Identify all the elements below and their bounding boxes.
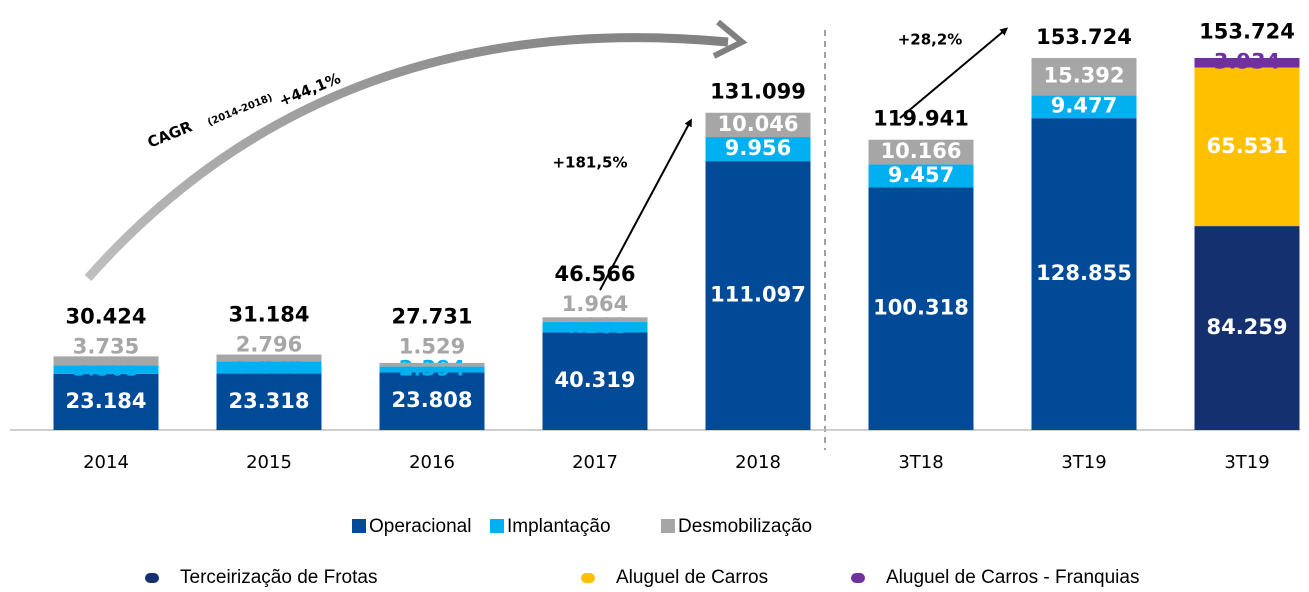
bar-segment	[216, 354, 322, 362]
bar-segment	[1031, 95, 1137, 119]
growth-arrow	[599, 118, 692, 291]
total-label: 46.566	[554, 262, 635, 286]
value-label: 40.319	[554, 368, 635, 392]
x-tick-label: 2016	[409, 452, 455, 473]
legend-label: Operacional	[369, 516, 471, 537]
value-label: 65.531	[1206, 134, 1287, 158]
value-label: 15.392	[1043, 64, 1124, 88]
legend-label: Aluguel de Carros	[616, 567, 768, 588]
x-tick-label: 3T18	[898, 452, 943, 473]
bar-segment	[542, 332, 648, 430]
total-label: 27.731	[391, 304, 472, 328]
bar-segment	[379, 362, 485, 367]
value-label: 100.318	[873, 296, 969, 320]
legend-swatch	[851, 573, 865, 583]
growth-arrow	[899, 27, 1009, 119]
bar-segment	[379, 366, 485, 373]
total-label: 153.724	[1036, 25, 1132, 49]
legend-label: Aluguel de Carros - Franquias	[886, 567, 1139, 588]
x-tick-label: 2014	[83, 452, 129, 473]
x-tick-label: 3T19	[1224, 452, 1269, 473]
value-label: 23.808	[391, 388, 472, 412]
annotation: +28,2%	[898, 31, 963, 49]
value-label: 128.855	[1036, 261, 1132, 285]
total-label: 119.941	[873, 107, 969, 131]
annotation: +181,5%	[552, 154, 627, 172]
value-label: 9.956	[725, 136, 791, 160]
bar-segment	[53, 365, 159, 374]
total-label: 30.424	[65, 305, 146, 329]
value-label: 3.934	[1214, 50, 1280, 74]
value-label: 23.184	[65, 389, 146, 413]
value-label: 1.529	[399, 334, 465, 358]
bar-segment	[1194, 226, 1300, 430]
value-label: 111.097	[710, 283, 806, 307]
value-label: 3.735	[73, 335, 139, 359]
legend-swatch	[352, 519, 366, 533]
bar-segment	[868, 164, 974, 188]
annotation: CAGR	[145, 117, 195, 151]
value-label: 9.477	[1051, 94, 1117, 118]
legend-label: Terceirização de Frotas	[180, 567, 377, 588]
legend-label: Implantação	[507, 516, 611, 537]
annotation: (2014-2018)	[206, 92, 274, 128]
bar-segment	[379, 372, 485, 430]
bar-segment	[216, 373, 322, 430]
bar-segment	[216, 361, 322, 374]
total-label: 153.724	[1199, 20, 1295, 44]
legend-label: Desmobilização	[678, 516, 812, 537]
bar-segment	[868, 187, 974, 430]
bar-segment	[705, 112, 811, 138]
value-label: 2.394	[399, 356, 465, 380]
x-tick-label: 2017	[572, 452, 618, 473]
bar-segment	[542, 322, 648, 333]
legend-swatch	[581, 573, 595, 583]
value-label: 10.166	[880, 139, 961, 163]
total-label: 131.099	[710, 80, 806, 104]
bar-segment	[1031, 57, 1137, 96]
legend-swatch	[145, 573, 159, 583]
legend-swatch	[490, 519, 504, 533]
value-label: 2.796	[236, 332, 302, 356]
bar-segment	[1031, 118, 1137, 430]
cagr-arrow	[84, 33, 729, 281]
bar-segment	[705, 161, 811, 430]
x-tick-label: 2018	[735, 452, 781, 473]
bar-segment	[1194, 67, 1300, 227]
cagr-arrowhead	[712, 19, 748, 59]
value-label: 84.259	[1206, 315, 1287, 339]
bar-segment	[542, 317, 648, 323]
bar-segment	[53, 373, 159, 430]
total-label: 31.184	[228, 302, 309, 326]
x-tick-label: 3T19	[1061, 452, 1106, 473]
value-label: 23.318	[228, 389, 309, 413]
legend-swatch	[661, 519, 675, 533]
bar-segment	[705, 137, 811, 162]
value-label: 1.964	[562, 292, 628, 316]
bar-segment	[868, 139, 974, 165]
value-label: 9.457	[888, 163, 954, 187]
bar-segment	[1194, 57, 1300, 68]
bar-segment	[53, 356, 159, 366]
value-label: 10.046	[717, 112, 798, 136]
x-tick-label: 2015	[246, 452, 292, 473]
